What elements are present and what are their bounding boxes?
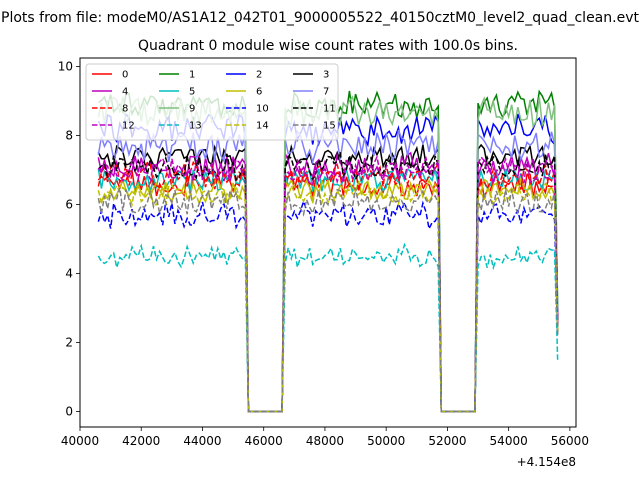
series-line-6	[98, 176, 559, 413]
x-tick-label: 44000	[183, 434, 221, 448]
chart-title: Quadrant 0 module wise count rates with …	[138, 38, 518, 54]
x-tick-label: 42000	[122, 434, 160, 448]
legend-label-8: 8	[122, 104, 128, 115]
legend-label-13: 13	[189, 121, 202, 132]
series-line-14	[97, 182, 559, 413]
legend-label-12: 12	[122, 121, 135, 132]
x-tick-label: 54000	[490, 434, 528, 448]
legend-label-2: 2	[256, 70, 262, 81]
y-axis: 0 2 4 6 8 10	[58, 60, 80, 418]
x-tick-label: 50000	[367, 434, 405, 448]
y-tick-label: 0	[65, 404, 73, 418]
legend-label-10: 10	[256, 104, 269, 115]
x-tick-label: 40000	[61, 434, 99, 448]
y-tick-label: 8	[65, 129, 73, 143]
legend-label-6: 6	[256, 87, 262, 98]
legend-label-11: 11	[323, 104, 336, 115]
legend-label-3: 3	[323, 70, 329, 81]
y-tick-label: 10	[58, 60, 73, 74]
series-line-10	[97, 199, 559, 413]
plot-area-frame	[79, 57, 577, 428]
x-tick-label: 48000	[306, 434, 344, 448]
legend-label-14: 14	[256, 121, 269, 132]
x-axis: 40000 42000 44000 46000 48000 50000 52000 54000…	[61, 427, 589, 448]
legend-label-4: 4	[122, 87, 128, 98]
legend-label-7: 7	[323, 87, 329, 98]
legend-label-1: 1	[189, 70, 195, 81]
legend-label-15: 15	[323, 121, 336, 132]
legend-label-5: 5	[189, 87, 195, 98]
series-line-11	[97, 151, 559, 413]
x-tick-label: 56000	[551, 434, 589, 448]
x-tick-label: 46000	[245, 434, 283, 448]
series-line-12	[97, 154, 559, 413]
series-line-3	[97, 143, 559, 413]
legend-label-9: 9	[189, 104, 195, 115]
x-tick-label: 52000	[428, 434, 466, 448]
y-tick-label: 4	[65, 267, 73, 281]
series-line-7	[97, 129, 559, 413]
series-line-8	[97, 160, 559, 413]
figure-suptitle: Plots from file: modeM0/AS1A12_042T01_90…	[1, 10, 639, 26]
legend-label-0: 0	[122, 70, 128, 81]
series-line-13	[97, 242, 559, 413]
series-line-15	[97, 187, 559, 413]
legend-box	[85, 63, 339, 141]
x-axis-offset-label: +4.154e8	[517, 455, 576, 469]
y-tick-label: 6	[65, 198, 73, 212]
y-tick-label: 2	[65, 336, 73, 350]
